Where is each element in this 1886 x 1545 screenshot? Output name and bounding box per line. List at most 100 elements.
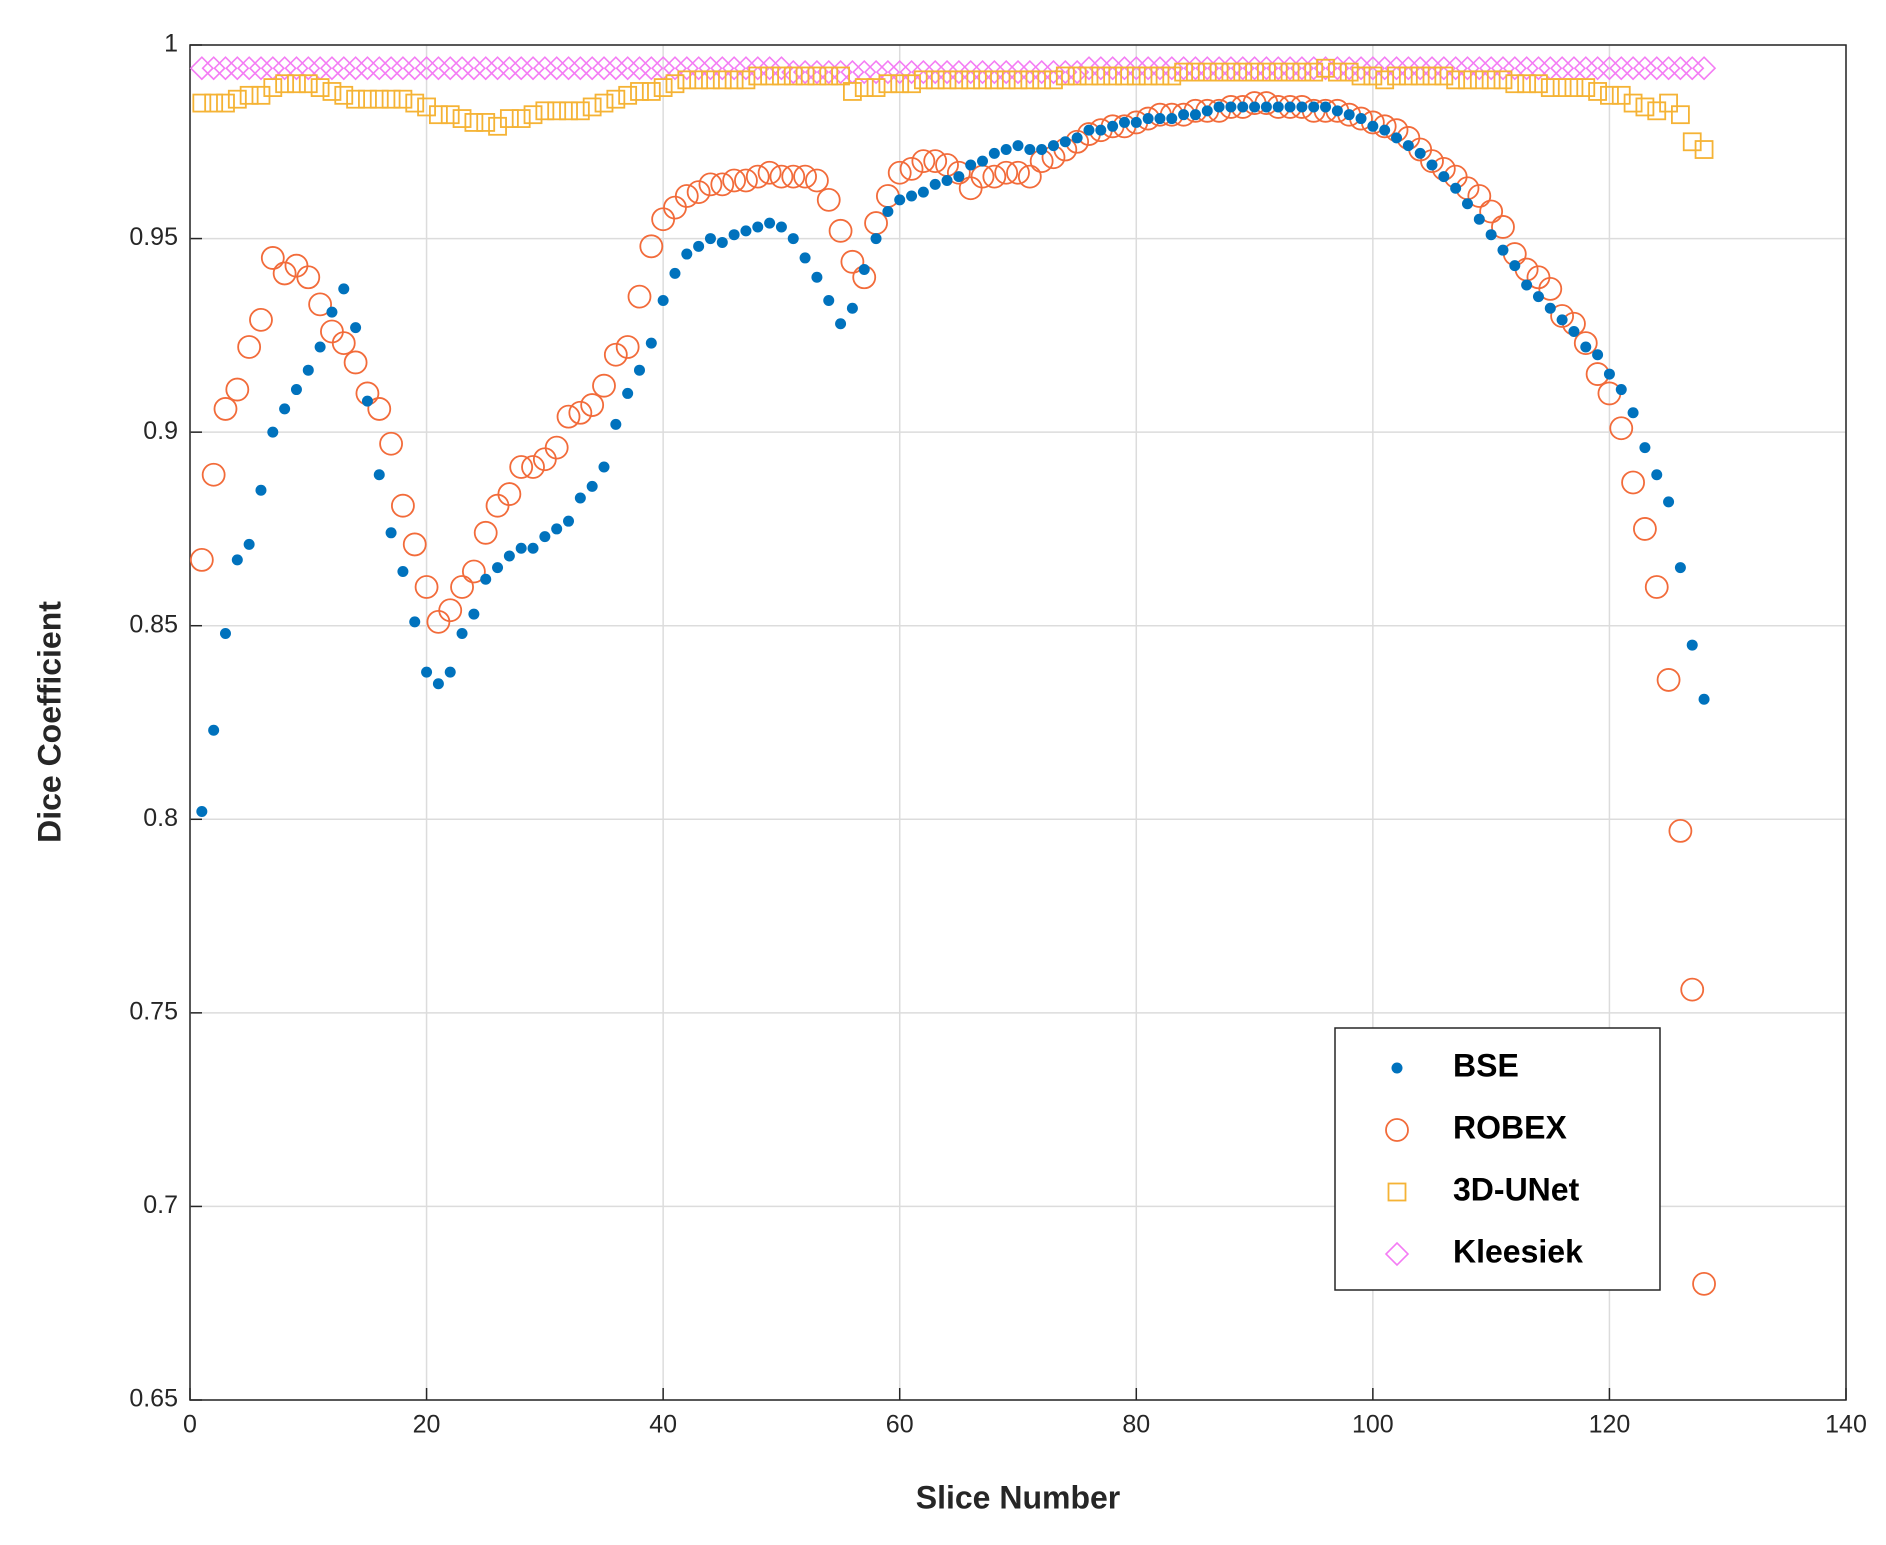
data-point	[740, 225, 752, 237]
data-point	[913, 70, 933, 90]
data-point	[497, 482, 522, 506]
data-point	[322, 82, 342, 101]
data-point	[421, 666, 433, 678]
data-point	[438, 56, 463, 81]
data-point	[704, 233, 716, 245]
data-point	[204, 93, 224, 113]
data-point	[1564, 78, 1584, 97]
data-point	[1209, 62, 1229, 82]
data-point	[662, 56, 688, 81]
data-point	[189, 56, 214, 81]
data-point	[1124, 56, 1149, 81]
data-point	[461, 559, 486, 584]
data-point	[1573, 331, 1598, 356]
x-axis-label: Slice Number	[916, 1479, 1121, 1515]
y-tick-label: 0.7	[143, 1191, 178, 1219]
x-tick-label: 0	[183, 1411, 197, 1439]
data-point	[535, 101, 555, 121]
data-point	[393, 89, 413, 109]
data-point	[428, 105, 448, 125]
data-point	[497, 56, 522, 81]
data-point	[1186, 62, 1205, 82]
data-point	[1289, 56, 1315, 81]
data-point	[511, 109, 531, 128]
data-point	[272, 56, 297, 81]
data-point	[1292, 62, 1312, 82]
data-point	[846, 302, 858, 314]
data-point	[795, 66, 815, 86]
data-point	[1603, 368, 1615, 380]
data-point	[1509, 260, 1521, 272]
data-point	[503, 550, 515, 562]
data-point	[1446, 70, 1466, 90]
data-point	[618, 85, 638, 105]
data-point	[1053, 59, 1078, 85]
data-point	[1656, 56, 1681, 81]
data-point	[267, 426, 279, 438]
data-point	[523, 105, 543, 125]
data-point	[1431, 56, 1456, 81]
data-point	[350, 322, 362, 334]
data-point	[1301, 56, 1326, 81]
legend-label: 3D-UNet	[1453, 1171, 1580, 1207]
data-point	[1497, 244, 1509, 256]
data-point	[894, 194, 906, 206]
data-point	[426, 56, 451, 81]
data-point	[1355, 113, 1367, 125]
data-point	[970, 59, 995, 85]
data-point	[603, 342, 628, 367]
data-point	[331, 331, 356, 356]
data-point	[949, 70, 969, 90]
data-point	[748, 66, 768, 86]
data-point	[1005, 59, 1031, 85]
data-point	[1254, 56, 1279, 81]
data-point	[1201, 105, 1213, 117]
data-point	[1130, 116, 1142, 128]
data-point	[816, 59, 841, 85]
data-point	[752, 221, 764, 233]
data-point	[875, 59, 901, 85]
data-point	[870, 233, 882, 245]
data-point	[1126, 66, 1146, 86]
data-point	[858, 264, 870, 276]
data-point	[1434, 66, 1454, 86]
data-point	[499, 109, 519, 128]
data-point	[781, 164, 806, 189]
data-point	[391, 493, 415, 518]
legend-label: BSE	[1453, 1047, 1519, 1083]
data-point	[476, 113, 496, 132]
y-tick-label: 0.95	[129, 223, 178, 251]
data-point	[367, 397, 392, 421]
data-point	[1213, 101, 1225, 113]
data-point	[701, 70, 720, 90]
data-point	[1059, 136, 1071, 148]
data-point	[1055, 66, 1075, 86]
data-point	[722, 168, 747, 193]
data-point	[946, 160, 971, 185]
data-point	[409, 616, 421, 628]
data-point	[390, 56, 416, 81]
data-point	[1000, 144, 1012, 156]
data-point	[1391, 132, 1403, 144]
data-point	[1178, 109, 1190, 121]
data-point	[1313, 56, 1338, 81]
data-point	[1135, 56, 1161, 81]
data-point	[592, 373, 616, 398]
data-point	[828, 59, 853, 85]
data-point	[1372, 56, 1397, 81]
data-point	[1221, 62, 1241, 82]
data-point	[863, 59, 889, 85]
data-point	[941, 175, 953, 186]
data-point	[1461, 198, 1473, 210]
data-point	[911, 149, 936, 174]
data-point	[1249, 101, 1261, 113]
data-point	[287, 74, 306, 94]
data-point	[213, 56, 238, 81]
data-point	[1348, 56, 1374, 81]
plot-frame	[189, 44, 1847, 1401]
data-point	[346, 89, 366, 109]
data-point	[1414, 147, 1426, 159]
data-point	[1686, 639, 1698, 651]
data-point	[1379, 124, 1391, 136]
data-point	[296, 56, 321, 81]
